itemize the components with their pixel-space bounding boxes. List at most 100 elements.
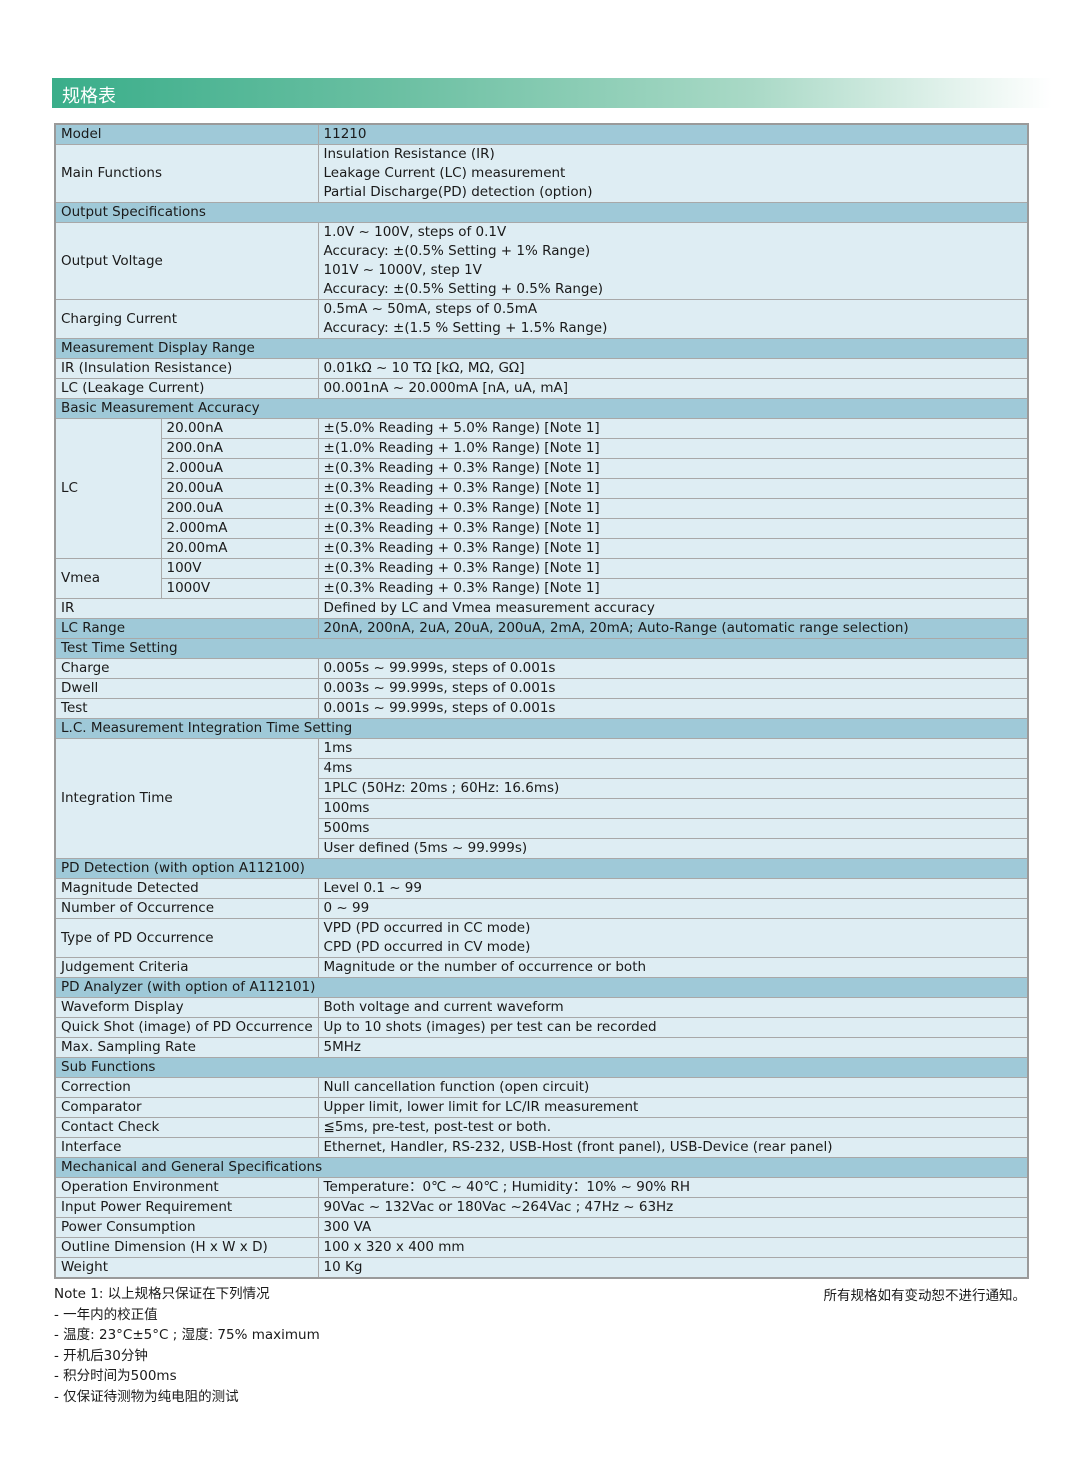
table-row: Output Voltage 1.0V ~ 100V, steps of 0.1V… <box>54 222 1029 300</box>
spec-label: Integration Time <box>54 738 319 859</box>
spec-label: LC Range <box>54 618 319 639</box>
value-line: Level 0.1 ~ 99 <box>323 880 422 896</box>
section-row: Measurement Display Range <box>54 338 1029 359</box>
note-item: - 一年内的校正值 <box>54 1306 158 1323</box>
spec-label: Comparator <box>54 1097 319 1118</box>
table-row: Quick Shot (image) of PD Occurrence Up to… <box>54 1017 1029 1038</box>
accuracy-value: ±(0.3% Reading + 0.3% Range) [Note 1] <box>317 558 1029 579</box>
spec-label: Number of Occurrence <box>54 898 319 919</box>
table-row: Number of Occurrence 0 ~ 99 <box>54 898 1029 919</box>
spec-label: Type of PD Occurrence <box>54 918 319 958</box>
table-row: Max. Sampling Rate 5MHz <box>54 1037 1029 1058</box>
spec-value: Level 0.1 ~ 99 <box>317 878 1029 899</box>
spec-value: 20nA, 200nA, 2uA, 20uA, 200uA, 2mA, 20mA… <box>317 618 1029 639</box>
spec-value: 300 VA <box>317 1217 1029 1238</box>
table-row: Outline Dimension (H x W x D) 100 x 320 x… <box>54 1237 1029 1258</box>
spec-value: 5MHz <box>317 1037 1029 1058</box>
table-row: 1PLC (50Hz: 20ms ; 60Hz: 16.6ms) <box>55 778 1029 799</box>
value-line: Upper limit, lower limit for LC/IR measu… <box>323 1099 639 1115</box>
section-row: PD Detection (with option A112100) <box>54 858 1029 879</box>
spec-banner: 规格表 <box>52 78 1052 108</box>
spec-value: 0.005s ~ 99.999s, steps of 0.001s <box>317 658 1029 679</box>
section-header: PD Analyzer (with option of A112101) <box>54 977 1029 998</box>
range-label: 200.0nA <box>160 438 319 459</box>
spec-label: Dwell <box>54 678 319 699</box>
range-label: 2.000uA <box>160 458 319 479</box>
table-row: LC 20.00nA ±(5.0% Reading + 5.0% Range) [N… <box>54 418 1029 559</box>
spec-value: 90Vac ~ 132Vac or 180Vac ~264Vac ; 47Hz … <box>317 1197 1029 1218</box>
table-row: Test 0.001s ~ 99.999s, steps of 0.001s <box>54 698 1029 719</box>
table-row: IR Defined by LC and Vmea measurement acc… <box>54 598 1029 619</box>
accuracy-value: ±(0.3% Reading + 0.3% Range) [Note 1] <box>317 518 1029 539</box>
spec-label: Charge <box>54 658 319 679</box>
spec-value: 0.5mA ~ 50mA, steps of 0.5mA Accuracy: ±(… <box>317 299 1029 339</box>
value-line: 101V ~ 1000V, step 1V <box>323 262 482 278</box>
spec-label: IR (Insulation Resistance) <box>54 358 319 379</box>
table-row: 200.0nA ±(1.0% Reading + 1.0% Range) [Not… <box>55 438 1029 459</box>
spec-value: VPD (PD occurred in CC mode) CPD (PD occu… <box>317 918 1029 958</box>
spec-value: 10 Kg <box>317 1257 1029 1279</box>
spec-label: Model <box>54 123 319 145</box>
table-row: User defined (5ms ~ 99.999s) <box>55 838 1029 859</box>
spec-value: 0.003s ~ 99.999s, steps of 0.001s <box>317 678 1029 699</box>
spec-label: Power Consumption <box>54 1217 319 1238</box>
section-header: Sub Functions <box>54 1057 1029 1078</box>
table-row: Correction Null cancellation function (op… <box>54 1077 1029 1098</box>
value-line: Up to 10 shots (images) per test can be … <box>323 1019 657 1035</box>
spec-value: 100ms <box>317 798 1029 819</box>
table-row: Operation Environment Temperature：0℃ ~ 40… <box>54 1177 1029 1198</box>
spec-value: 4ms <box>317 758 1029 779</box>
table-row: Model 11210 <box>54 123 1029 145</box>
value-line: Ethernet, Handler, RS-232, USB-Host (fro… <box>323 1139 833 1155</box>
table-row: Magnitude Detected Level 0.1 ~ 99 <box>54 878 1029 899</box>
spec-value: Insulation Resistance (IR) Leakage Curren… <box>317 144 1029 203</box>
table-row: Comparator Upper limit, lower limit for L… <box>54 1097 1029 1118</box>
table-row: Main Functions Insulation Resistance (IR)… <box>54 144 1029 203</box>
spec-value: Magnitude or the number of occurrence or… <box>317 957 1029 978</box>
spec-value: Null cancellation function (open circuit… <box>317 1077 1029 1098</box>
value-line: 00.001nA ~ 20.000mA [nA, uA, mA] <box>323 380 569 396</box>
spec-value: 1ms <box>317 738 1029 759</box>
spec-value: Defined by LC and Vmea measurement accur… <box>317 598 1029 619</box>
value-line: 100 x 320 x 400 mm <box>323 1239 465 1255</box>
range-label: 20.00uA <box>160 478 319 499</box>
section-row: Basic Measurement Accuracy <box>54 398 1029 419</box>
table-row: Vmea 100V ±(0.3% Reading + 0.3% Range) [No… <box>54 558 1029 599</box>
value-line: Partial Discharge(PD) detection (option) <box>323 184 593 200</box>
spec-label: Judgement Criteria <box>54 957 319 978</box>
table-row: Waveform Display Both voltage and current… <box>54 997 1029 1018</box>
table-row: 2.000mA ±(0.3% Reading + 0.3% Range) [Not… <box>55 518 1029 539</box>
table-row: Charging Current 0.5mA ~ 50mA, steps of 0… <box>54 299 1029 339</box>
table-row: 4ms <box>55 758 1029 779</box>
value-line: Leakage Current (LC) measurement <box>323 165 566 181</box>
spec-label: Weight <box>54 1257 319 1279</box>
spec-value: Both voltage and current waveform <box>317 997 1029 1018</box>
range-label: 20.00mA <box>160 538 319 559</box>
spec-label: Input Power Requirement <box>54 1197 319 1218</box>
accuracy-value: ±(0.3% Reading + 0.3% Range) [Note 1] <box>317 498 1029 519</box>
section-row: PD Analyzer (with option of A112101) <box>54 977 1029 998</box>
spec-label: Contact Check <box>54 1117 319 1138</box>
spec-label: Charging Current <box>54 299 319 339</box>
table-row: Input Power Requirement 90Vac ~ 132Vac or… <box>54 1197 1029 1218</box>
accuracy-value: ±(0.3% Reading + 0.3% Range) [Note 1] <box>317 458 1029 479</box>
value-line: Magnitude or the number of occurrence or… <box>323 959 647 975</box>
notes: Note 1: 以上规格只保证在下列情况 - 一年内的校正值 - 温度: 23°… <box>54 1284 320 1407</box>
spec-value: 11210 <box>317 123 1029 145</box>
table-row: IR (Insulation Resistance) 0.01kΩ ~ 10 TΩ… <box>54 358 1029 379</box>
spec-label: Max. Sampling Rate <box>54 1037 319 1058</box>
section-header: Mechanical and General Specifications <box>54 1157 1029 1178</box>
value-line: 11210 <box>323 126 367 142</box>
spec-value: 0 ~ 99 <box>317 898 1029 919</box>
spec-label: Quick Shot (image) of PD Occurrence <box>54 1017 319 1038</box>
spec-value: 1PLC (50Hz: 20ms ; 60Hz: 16.6ms) <box>317 778 1029 799</box>
section-header: Output Specifications <box>54 202 1029 223</box>
spec-value: 1.0V ~ 100V, steps of 0.1V Accuracy: ±(0.… <box>317 222 1029 300</box>
value-line: 1.0V ~ 100V, steps of 0.1V <box>323 224 507 240</box>
value-line: 0.005s ~ 99.999s, steps of 0.001s <box>323 660 556 676</box>
spec-label: IR <box>54 598 319 619</box>
table-row: LC Range 20nA, 200nA, 2uA, 20uA, 200uA, 2… <box>54 618 1029 639</box>
spec-label: Operation Environment <box>54 1177 319 1198</box>
section-row: L.C. Measurement Integration Time Settin… <box>54 718 1029 739</box>
spec-value: 100 x 320 x 400 mm <box>317 1237 1029 1258</box>
